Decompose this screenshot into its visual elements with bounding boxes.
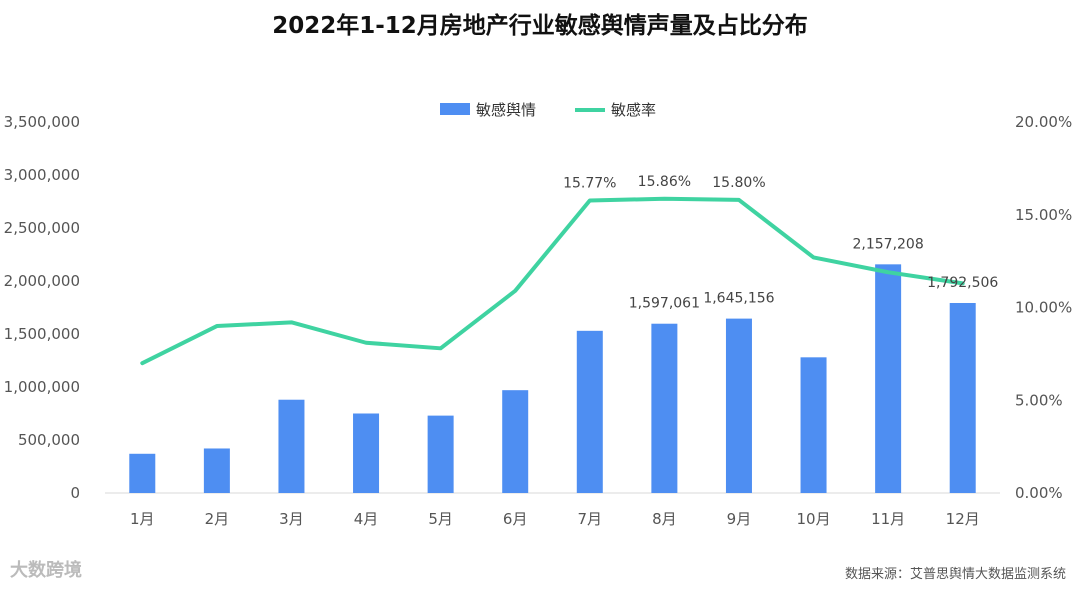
- legend-label-line: 敏感率: [611, 101, 656, 119]
- line-point: [140, 361, 144, 365]
- x-tick-label: 4月: [354, 510, 379, 528]
- line-point: [215, 324, 219, 328]
- x-tick-label: 9月: [727, 510, 752, 528]
- bar: [278, 399, 305, 493]
- bar: [651, 323, 678, 493]
- right-tick-label: 10.00%: [1015, 299, 1072, 317]
- bar-data-label: 2,157,208: [852, 236, 923, 252]
- source-note: 数据来源：艾普思舆情大数据监测系统: [844, 567, 1066, 582]
- line-data-labels: 15.77% 15.86% 15.80%: [563, 174, 766, 192]
- bar: [129, 453, 156, 493]
- x-axis: 1月 2月 3月 4月 5月 6月 7月 8月 9月 10月 11月 12月: [130, 510, 980, 528]
- bar: [502, 390, 529, 493]
- bar: [725, 318, 752, 493]
- left-tick-label: 2,000,000: [4, 272, 80, 290]
- brand-logo-text: 大数跨境: [10, 560, 82, 581]
- line-point: [961, 281, 965, 285]
- x-tick-label: 1月: [130, 510, 155, 528]
- bar-series: [129, 264, 976, 493]
- x-tick-label: 10月: [796, 510, 830, 528]
- right-tick-label: 0.00%: [1015, 484, 1063, 502]
- line-data-label: 15.77%: [563, 175, 616, 191]
- line-series: [140, 196, 965, 366]
- left-tick-label: 3,500,000: [4, 113, 80, 131]
- bar: [949, 302, 976, 493]
- left-tick-label: 1,000,000: [4, 378, 80, 396]
- bar: [800, 357, 827, 493]
- x-tick-label: 5月: [428, 510, 453, 528]
- bar: [875, 264, 902, 493]
- left-tick-label: 2,500,000: [4, 219, 80, 237]
- chart-title: 2022年1-12月房地产行业敏感舆情声量及占比分布: [272, 13, 808, 39]
- legend-swatch-bar: [440, 103, 470, 115]
- x-tick-label: 3月: [279, 510, 304, 528]
- left-tick-label: 3,000,000: [4, 166, 80, 184]
- bar-data-label: 1,597,061: [629, 296, 700, 312]
- line-point: [737, 198, 741, 202]
- bar: [576, 330, 603, 493]
- line-point: [588, 198, 592, 202]
- legend: 敏感舆情 敏感率: [440, 101, 656, 119]
- bar: [203, 448, 230, 493]
- x-tick-label: 8月: [652, 510, 677, 528]
- line-data-label: 15.86%: [638, 174, 691, 190]
- line-point: [513, 289, 517, 293]
- x-tick-label: 7月: [578, 510, 603, 528]
- line-point: [812, 255, 816, 259]
- right-tick-label: 15.00%: [1015, 206, 1072, 224]
- bar-data-label: 1,645,156: [703, 291, 774, 307]
- line-point: [439, 346, 443, 350]
- left-tick-label: 0: [70, 484, 80, 502]
- x-tick-label: 11月: [871, 510, 905, 528]
- x-tick-label: 2月: [205, 510, 230, 528]
- right-tick-label: 5.00%: [1015, 391, 1063, 409]
- left-axis: 0 500,000 1,000,000 1,500,000 2,000,000 2,500…: [4, 113, 80, 502]
- bar: [427, 415, 454, 493]
- x-tick-label: 6月: [503, 510, 528, 528]
- line-point: [364, 341, 368, 345]
- line-point: [662, 197, 666, 201]
- line-data-label: 15.80%: [712, 175, 765, 191]
- line-point: [289, 320, 293, 324]
- x-tick-label: 12月: [946, 510, 980, 528]
- line-path: [140, 196, 965, 366]
- bar-data-label: 1,792,506: [927, 275, 998, 291]
- left-tick-label: 1,500,000: [4, 325, 80, 343]
- right-axis: 0.00% 5.00% 10.00% 15.00% 20.00%: [1015, 113, 1072, 502]
- right-tick-label: 20.00%: [1015, 113, 1072, 131]
- bar-data-labels: 1,597,061 1,645,156 2,157,208 1,792,506: [629, 236, 999, 311]
- legend-label-bar: 敏感舆情: [476, 101, 536, 119]
- bar: [353, 413, 380, 493]
- line-point: [886, 270, 890, 274]
- left-tick-label: 500,000: [18, 431, 80, 449]
